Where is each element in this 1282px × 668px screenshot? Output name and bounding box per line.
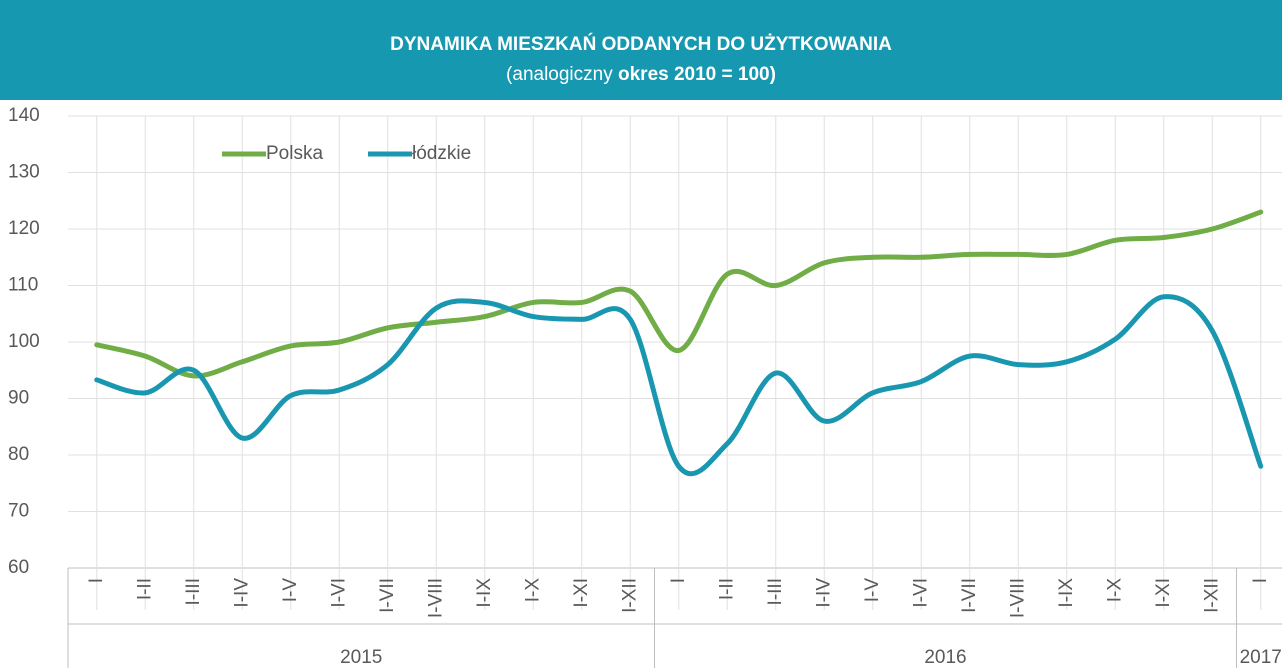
- x-tick-label: I: [1250, 578, 1271, 583]
- y-tick-label: 100: [8, 331, 40, 352]
- series-line: [94, 209, 1264, 379]
- x-tick-label: I-IX: [1056, 578, 1077, 608]
- subtitle-part: (analogiczny: [506, 64, 618, 85]
- x-tick-label: I-XII: [619, 578, 640, 613]
- x-tick-label: I-IV: [813, 578, 834, 608]
- group-label: 2015: [340, 647, 382, 668]
- y-tick-label: 130: [8, 162, 40, 183]
- x-tick-label: I-VIII: [425, 578, 446, 618]
- x-tick-label: I-VII: [959, 578, 980, 613]
- header-band: [0, 0, 1282, 100]
- subtitle-part: okres 2010 = 100): [618, 64, 776, 85]
- x-tick-label: I-IX: [474, 578, 495, 608]
- series-line: [94, 294, 1264, 477]
- group-label: 2017: [1240, 647, 1282, 668]
- x-tick-label: I-VIII: [1007, 578, 1028, 618]
- x-tick-label: I-XI: [1153, 578, 1174, 608]
- chart-title: DYNAMIKA MIESZKAŃ ODDANYCH DO UŻYTKOWANI…: [390, 33, 892, 55]
- x-tick-label: I-V: [862, 578, 883, 603]
- x-tick-label: I-VII: [377, 578, 398, 613]
- y-tick-label: 110: [8, 275, 38, 296]
- legend-label: łódzkie: [412, 143, 471, 164]
- x-tick-label: I-V: [280, 578, 301, 603]
- x-tick-label: I-VI: [328, 578, 349, 608]
- x-tick-label: I-IV: [231, 578, 252, 608]
- x-tick-label: I-VI: [910, 578, 931, 608]
- x-tick-label: I-XII: [1201, 578, 1222, 613]
- x-tick-label: I-II: [134, 578, 155, 600]
- x-tick-label: I-XI: [571, 578, 592, 608]
- y-tick-label: 140: [8, 105, 40, 126]
- x-tick-label: I: [86, 578, 107, 583]
- x-tick-label: I-X: [1104, 578, 1125, 603]
- group-label: 2016: [924, 647, 966, 668]
- chart-subtitle: (analogiczny okres 2010 = 100): [506, 64, 776, 85]
- x-tick-label: I: [668, 578, 689, 583]
- y-tick-label: 80: [8, 444, 29, 465]
- y-tick-label: 70: [8, 501, 29, 522]
- x-tick-label: I-III: [183, 578, 204, 605]
- x-tick-label: I-II: [716, 578, 737, 600]
- x-tick-label: I-III: [765, 578, 786, 605]
- legend-label: Polska: [266, 143, 323, 164]
- y-tick-label: 90: [8, 388, 29, 409]
- x-tick-label: I-X: [522, 578, 543, 603]
- y-tick-label: 60: [8, 557, 29, 578]
- y-tick-label: 120: [8, 218, 40, 239]
